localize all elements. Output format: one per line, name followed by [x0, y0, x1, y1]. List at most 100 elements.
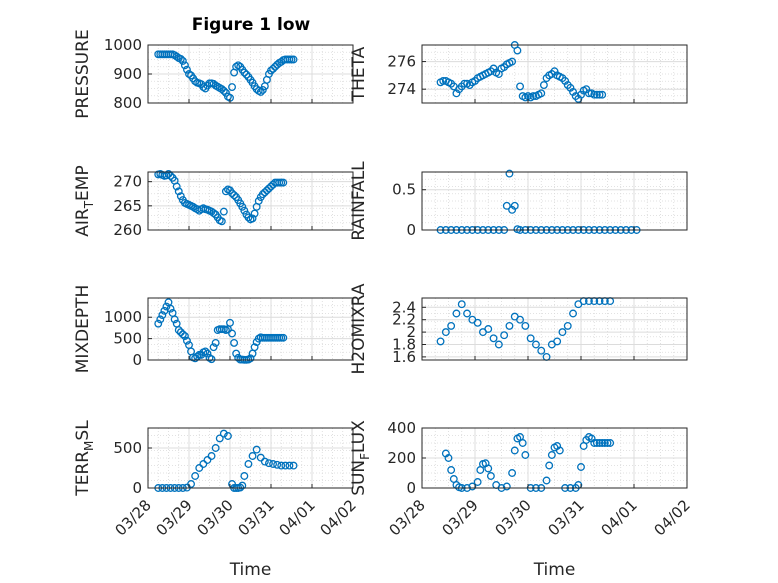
data-point	[532, 340, 540, 349]
y-tick-label: 500	[113, 330, 142, 348]
data-point	[191, 77, 200, 86]
data-point	[508, 469, 517, 477]
data-point	[174, 187, 183, 196]
y-tick-label: 276	[387, 53, 416, 71]
data-point	[230, 338, 239, 347]
data-point	[162, 302, 171, 311]
data-point	[447, 466, 456, 474]
data-point	[195, 464, 204, 472]
data-point	[166, 304, 175, 313]
data-point	[226, 318, 234, 327]
data-point	[508, 57, 517, 66]
data-point	[240, 68, 249, 77]
data-point	[484, 464, 493, 473]
data-point	[244, 460, 253, 468]
data-point	[269, 460, 277, 468]
data-point	[542, 476, 551, 485]
y-tick-label: 0	[132, 479, 142, 497]
axis-ylabel: MIXDEPTH	[73, 285, 93, 374]
data-point	[590, 90, 599, 99]
data-point	[265, 459, 273, 468]
axes-box	[147, 171, 354, 231]
data-point	[244, 213, 253, 222]
data-point	[176, 192, 185, 201]
data-point	[211, 444, 220, 452]
data-point	[547, 451, 556, 459]
data-point	[187, 480, 195, 488]
data-point	[277, 461, 286, 470]
data-point	[606, 439, 615, 447]
subplot-h2omixra: 1.61.822.22.4 H2OMIXRA	[349, 283, 688, 375]
y-tick-label: 0.5	[392, 181, 416, 199]
data-point	[452, 309, 461, 318]
axes-box	[147, 297, 354, 361]
data-point	[563, 321, 572, 330]
data-point	[254, 197, 263, 205]
data-point	[603, 439, 612, 447]
data-point	[180, 61, 189, 70]
data-point	[553, 337, 562, 346]
data-point	[238, 202, 247, 211]
data-point	[207, 355, 216, 364]
data-point	[238, 481, 247, 490]
data-point	[473, 478, 482, 486]
data-point	[221, 88, 230, 97]
data-point	[256, 88, 265, 96]
data-point	[447, 321, 456, 330]
data-point	[592, 90, 601, 99]
data-point	[505, 321, 514, 330]
data-point	[199, 83, 208, 91]
y-tick-label: 274	[387, 80, 416, 98]
axis-xlabel: Time	[533, 560, 576, 580]
data-point	[595, 90, 604, 99]
subplot-pressure: 800 900 1000 PRESSURE	[73, 29, 354, 119]
data-point	[156, 315, 165, 324]
data-point	[505, 169, 514, 178]
data-point	[176, 54, 185, 63]
axis-ylabel: AIRTEMP	[73, 165, 96, 236]
data-point	[529, 92, 538, 101]
data-point	[600, 439, 609, 447]
data-point	[246, 354, 255, 363]
data-point	[252, 445, 261, 454]
y-tick-label: 800	[113, 94, 142, 112]
subplot-mixdepth: 0 500 1000 MIXDEPTH	[73, 285, 354, 374]
axes-box	[421, 44, 688, 104]
data-point	[172, 182, 181, 191]
data-point	[510, 201, 519, 210]
subplot-rainfall: 0 0.5 RAINFALL	[349, 161, 688, 241]
y-tick-label: 1.6	[392, 348, 416, 366]
data-point	[182, 336, 191, 345]
data-point	[228, 329, 236, 338]
data-point	[516, 82, 524, 91]
data-point	[250, 209, 259, 218]
data-point	[545, 461, 554, 470]
data-point	[502, 201, 511, 210]
y-tick-label: 200	[387, 449, 416, 467]
data-point	[457, 300, 466, 309]
axes-box	[421, 297, 688, 361]
data-point	[526, 334, 535, 343]
y-tick-label: 260	[113, 221, 142, 239]
data-point	[539, 81, 548, 89]
data-point	[289, 55, 298, 64]
y-tick-label: 0	[406, 221, 416, 239]
data-point	[502, 482, 511, 491]
axis-ylabel: TERRMSL	[73, 420, 96, 497]
data-point	[228, 480, 236, 488]
y-tick-label: 400	[387, 419, 416, 437]
data-point	[577, 463, 585, 471]
data-point	[269, 64, 277, 73]
data-point	[516, 315, 524, 324]
data-point	[201, 347, 210, 356]
data-point	[240, 472, 249, 480]
data-point	[558, 328, 567, 337]
data-point	[250, 343, 259, 352]
data-point	[207, 452, 216, 460]
data-point	[211, 338, 220, 347]
data-point	[215, 434, 224, 443]
data-point	[182, 65, 191, 74]
y-tick-label: 0	[406, 479, 416, 497]
data-point	[289, 461, 298, 470]
data-point	[518, 439, 527, 447]
